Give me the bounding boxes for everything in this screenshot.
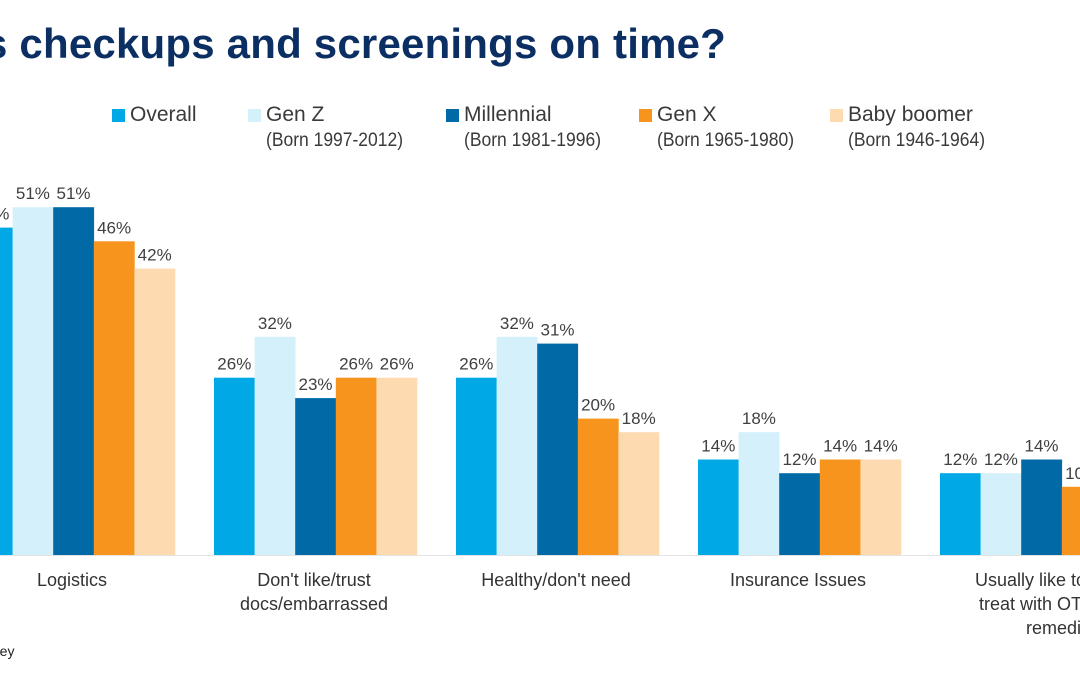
bar-gen-z xyxy=(254,336,296,555)
legend-label: Overall xyxy=(130,103,197,126)
data-label: 14% xyxy=(823,437,857,456)
data-label: 31% xyxy=(540,321,574,340)
data-label: 26% xyxy=(217,355,251,374)
data-label: 14% xyxy=(1024,437,1058,456)
bar-baby-boomer xyxy=(618,432,660,555)
bar-gen-x xyxy=(335,377,377,555)
bar-gen-z xyxy=(980,473,1022,555)
bar-overall xyxy=(698,459,739,555)
bar-overall xyxy=(940,473,981,555)
legend-swatch-gen-z xyxy=(248,109,261,122)
data-label: 46% xyxy=(97,218,131,237)
legend-swatch-baby-boomer xyxy=(830,109,843,122)
data-label: 12% xyxy=(782,450,816,469)
legend-label: Gen X xyxy=(657,103,717,126)
bar-millennial xyxy=(295,398,337,555)
data-label: 18% xyxy=(742,409,776,428)
bar-overall xyxy=(0,227,13,555)
bar-millennial xyxy=(779,473,821,555)
bar-gen-x xyxy=(93,241,135,556)
category-label: Usually like to s treat with OTC/ remedi… xyxy=(974,570,1080,638)
bar-gen-z xyxy=(738,432,780,555)
data-label: 18% xyxy=(622,409,656,428)
category-label: Don't like/trust docs/embarrassed xyxy=(239,570,389,614)
data-label: 26% xyxy=(339,355,373,374)
legend-sublabel: (Born 1965-1980) xyxy=(657,130,795,151)
bar-gen-x xyxy=(577,418,619,555)
data-label: 26% xyxy=(380,355,414,374)
bar-millennial xyxy=(1021,459,1063,555)
legend-label: Gen Z xyxy=(266,103,325,126)
data-label: 14% xyxy=(864,437,898,456)
bar-millennial xyxy=(537,343,579,555)
data-label: 42% xyxy=(138,246,172,265)
data-label: 32% xyxy=(258,314,292,333)
category-label: Healthy/don't need xyxy=(481,570,631,590)
data-label: 12% xyxy=(943,450,977,469)
legend-sublabel: (Born 1997-2012) xyxy=(266,130,404,151)
legend-label: Baby boomer xyxy=(848,103,973,126)
legend-swatch-millennial xyxy=(446,109,459,122)
data-label: 48% xyxy=(0,205,9,224)
bar-gen-x xyxy=(1061,486,1080,555)
legend-sublabel: (Born 1946-1964) xyxy=(848,130,986,151)
chart-title: s checkups and screenings on time? xyxy=(0,20,727,67)
legend-sublabel: (Born 1981-1996) xyxy=(464,130,602,151)
data-label: 51% xyxy=(16,184,50,203)
data-label: 26% xyxy=(459,355,493,374)
bar-gen-z xyxy=(12,207,54,555)
data-label: 10% xyxy=(1065,464,1080,483)
data-label: 51% xyxy=(56,184,90,203)
data-label: 20% xyxy=(581,396,615,415)
bar-overall xyxy=(456,377,497,555)
category-label: Insurance Issues xyxy=(729,570,867,590)
bar-overall xyxy=(214,377,255,555)
data-label: 23% xyxy=(298,375,332,394)
legend-label: Millennial xyxy=(464,103,552,126)
bar-baby-boomer xyxy=(376,377,418,555)
bar-gen-z xyxy=(496,336,538,555)
bar-millennial xyxy=(53,207,95,555)
legend-swatch-overall xyxy=(112,109,125,122)
category-label: Logistics xyxy=(36,570,108,590)
legend-swatch-gen-x xyxy=(639,109,652,122)
data-label: 32% xyxy=(500,314,534,333)
bar-gen-x xyxy=(819,459,861,555)
footnote: rvey xyxy=(0,643,15,659)
bar-baby-boomer xyxy=(134,268,176,555)
bar-baby-boomer xyxy=(860,459,902,555)
data-label: 12% xyxy=(984,450,1018,469)
data-label: 14% xyxy=(701,437,735,456)
